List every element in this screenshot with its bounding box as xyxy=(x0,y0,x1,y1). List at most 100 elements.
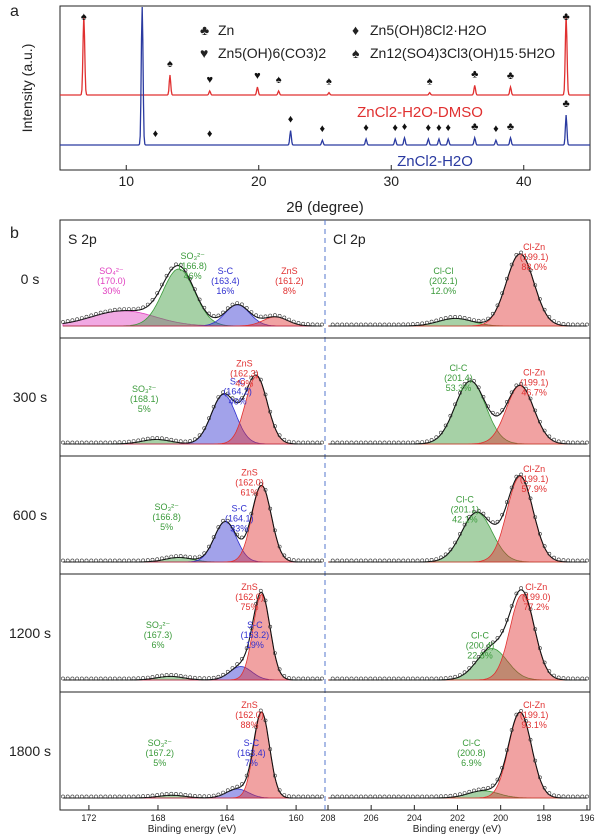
cl2p-data-point xyxy=(571,440,575,445)
s2p-data-point xyxy=(122,676,127,681)
cl2p-data-point xyxy=(349,794,354,799)
row-time-label: 300 s xyxy=(13,389,47,405)
s2p-data-point xyxy=(108,308,113,313)
s2p-data-point xyxy=(126,307,131,312)
legend-zn-hydroxychloride-label: Zn5(OH)8Cl2·H2O xyxy=(370,22,487,38)
s2p-data-point xyxy=(225,518,230,523)
s2p-data-point xyxy=(315,558,320,563)
component-binding-energy: (167.2) xyxy=(146,748,175,758)
xrd-marker-1-1: ♦ xyxy=(207,128,213,140)
s2p-data-point xyxy=(263,487,268,492)
s2p-component-label: S-C(163.4)7% xyxy=(237,738,266,768)
s2p-data-point xyxy=(230,396,235,401)
s2p-data-point xyxy=(169,673,174,677)
s2p-data-point xyxy=(268,624,273,629)
s2p-data-point xyxy=(235,662,240,667)
cl2p-data-point xyxy=(523,256,528,261)
cl2p-data-point xyxy=(490,410,495,415)
s2p-data-point xyxy=(235,532,240,537)
xrd-marker-1-2: ♦ xyxy=(288,114,294,126)
cl2p-data-point xyxy=(552,673,556,678)
cl2p-data-point xyxy=(580,322,585,327)
cl2p-data-point xyxy=(476,318,481,323)
s2p-data-point xyxy=(211,535,216,540)
cl2p-data-point xyxy=(533,283,538,288)
component-percentage: 61% xyxy=(241,488,259,498)
s2p-data-point xyxy=(254,601,259,606)
component-percentage: 16% xyxy=(216,286,234,296)
cl2p-data-point xyxy=(571,794,575,799)
s2p-data-point xyxy=(305,322,310,327)
s2p-data-point xyxy=(211,314,216,318)
cl2p-data-point xyxy=(335,676,340,681)
cl2p-data-point xyxy=(359,558,363,563)
component-percentage: 93.1% xyxy=(521,720,547,730)
s2p-data-point xyxy=(296,558,301,563)
component-binding-energy: (162.0) xyxy=(235,478,264,488)
s2p-data-point xyxy=(103,558,108,563)
cl2p-data-point xyxy=(377,794,382,799)
cl2p-data-point xyxy=(335,558,340,563)
b-x-tick-label-168: 168 xyxy=(150,813,165,823)
s2p-data-point xyxy=(315,676,320,681)
s2p-data-point xyxy=(164,792,169,796)
cl2p-data-point xyxy=(467,789,472,794)
cl2p-data-point xyxy=(462,382,467,386)
cl2p-data-point xyxy=(406,440,411,445)
cl2p-data-point xyxy=(330,794,335,799)
s2p-data-point xyxy=(221,390,226,395)
b-x-tick-label-164: 164 xyxy=(220,813,235,823)
cl2p-envelope xyxy=(329,253,587,327)
cl2p-data-point xyxy=(566,322,571,327)
cl2p-data-point xyxy=(519,586,524,591)
s2p-data-point xyxy=(155,793,160,797)
cl2p-data-point xyxy=(486,316,491,321)
s2p-data-point xyxy=(136,676,141,681)
xrd-curve-dmso xyxy=(60,14,590,96)
s2p-data-point xyxy=(188,439,193,443)
s2p-data-point xyxy=(136,438,141,443)
s2p-data-point xyxy=(174,554,178,559)
cl2p-data-point xyxy=(538,775,542,780)
s2p-data-point xyxy=(70,794,75,799)
s2p-data-point xyxy=(192,287,197,292)
cl2p-data-point xyxy=(457,391,462,395)
xrd-marker-0-1: ♠ xyxy=(167,58,173,70)
column-title-cl2p: Cl 2p xyxy=(333,231,366,247)
cl2p-data-point xyxy=(401,440,406,445)
s2p-data-point xyxy=(79,316,84,321)
cl2p-data-point xyxy=(424,320,429,325)
cl2p-data-point xyxy=(538,419,542,424)
cl2p-data-point xyxy=(542,544,547,549)
cl2p-data-point xyxy=(415,321,420,326)
s2p-data-point xyxy=(141,437,146,442)
cl2p-data-point xyxy=(585,794,589,799)
s2p-component-label: S-C(163.4)16% xyxy=(211,266,240,296)
component-species: S-C xyxy=(244,738,260,748)
s2p-data-point xyxy=(291,794,296,799)
cl2p-data-point xyxy=(481,511,486,516)
s2p-data-point xyxy=(131,676,136,681)
cl2p-data-point xyxy=(514,591,519,596)
s2p-data-point xyxy=(310,440,315,445)
s2p-data-point xyxy=(202,551,207,556)
a-x-tick-label-20: 20 xyxy=(251,173,267,189)
cl2p-data-point xyxy=(472,788,476,793)
s2p-data-point xyxy=(235,399,240,404)
cl2p-data-point xyxy=(377,322,382,327)
component-binding-energy: (170.0) xyxy=(97,276,126,286)
cl2p-data-point xyxy=(387,676,392,681)
s2p-data-point xyxy=(141,794,146,799)
s2p-data-point xyxy=(320,794,324,799)
cl2p-data-point xyxy=(424,439,429,444)
component-percentage: 22.8% xyxy=(467,651,493,661)
s2p-data-point xyxy=(197,794,202,799)
cl2p-data-point xyxy=(495,412,500,417)
cl2p-data-point xyxy=(401,676,406,681)
s2p-data-point xyxy=(84,558,89,563)
cl2p-data-point xyxy=(424,794,429,799)
component-binding-energy: (163.2) xyxy=(241,630,270,640)
s2p-data-point xyxy=(169,554,174,559)
cl2p-data-point xyxy=(556,557,561,562)
cl2p-data-point xyxy=(363,322,368,327)
